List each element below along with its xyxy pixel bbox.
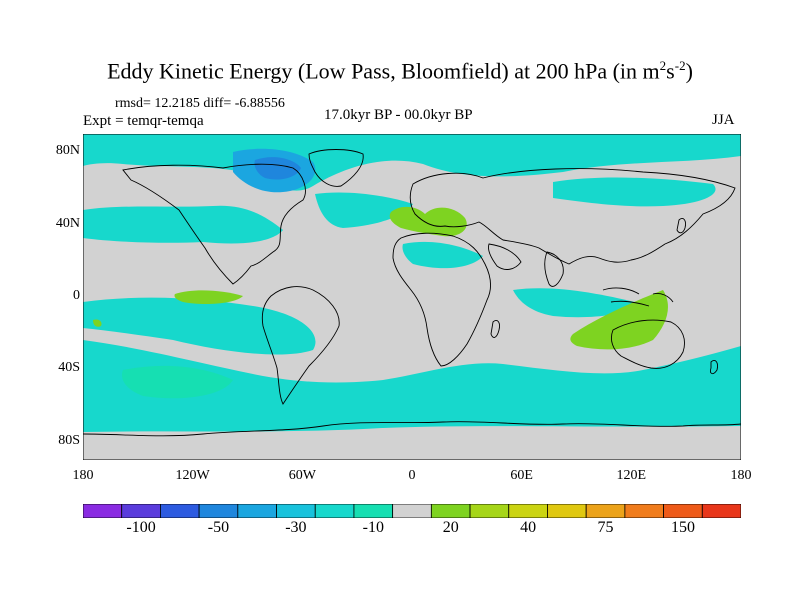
map-plot [83, 134, 741, 460]
colorbar-tick-label: 40 [520, 519, 537, 536]
plot-title: Eddy Kinetic Energy (Low Pass, Bloomfiel… [0, 58, 800, 84]
colorbar-swatch [353, 504, 394, 518]
lon-tick-label: 120E [616, 468, 647, 483]
lon-tick-label: 180 [72, 468, 94, 483]
coast-madagascar [490, 319, 500, 338]
stats-text: rmsd= 12.2185 diff= -6.88556 [115, 96, 285, 111]
title-sup-2: 2 [659, 58, 667, 73]
deep-blue-canada [254, 157, 301, 180]
cyan-north-pacific [83, 205, 283, 244]
coast-greenland [308, 149, 364, 187]
cyan-central-pacific [83, 297, 316, 355]
colorbar-tick-label: 75 [597, 519, 614, 536]
colorbar-tick-label: -30 [285, 519, 307, 536]
season-label: JJA [712, 112, 735, 128]
colorbar-swatch [198, 504, 239, 518]
coast-antarctica [83, 421, 741, 437]
green-small-pacific [93, 319, 102, 327]
green-mediterranean [389, 206, 467, 237]
coast-south-america [261, 286, 340, 405]
colorbar-tick-label: -10 [362, 519, 384, 536]
experiment-label: Expt = temqr-temqa [83, 113, 204, 129]
lat-tick-label: 80S [58, 432, 80, 448]
anomaly-shading [83, 134, 741, 460]
colorbar-swatch [663, 504, 703, 518]
coast-africa [392, 232, 492, 367]
title-close: ) [685, 58, 693, 84]
colorbar-tick-label: -50 [207, 519, 230, 536]
lat-tick-label: 40S [58, 360, 80, 376]
colorbar-swatch [585, 504, 626, 518]
cyan-arctic-band [83, 134, 741, 191]
title-s: s [666, 58, 675, 84]
period-label: 17.0kyr BP - 00.0kyr BP [324, 107, 473, 123]
colorbar-swatch [701, 504, 741, 518]
colorbar-tick-label: 20 [442, 519, 459, 536]
lat-tick-label: 40N [55, 215, 80, 231]
colorbar-swatch [314, 504, 355, 518]
coast-indonesia [602, 287, 674, 307]
colorbar-swatch [392, 504, 432, 518]
colorbar-swatch [276, 504, 316, 518]
cyan-indian-ocean [513, 288, 643, 318]
colorbar-swatch [121, 504, 161, 518]
green-equatorial-pacific [174, 290, 243, 304]
colorbar-swatch [83, 504, 123, 518]
colorbar-tick-label: -100 [126, 519, 156, 536]
coast-arabia [488, 243, 522, 270]
coast-north-america [122, 163, 306, 285]
coast-australia [610, 319, 685, 369]
cyan-tropical-atlantic [402, 241, 483, 269]
grey-antarctic [83, 426, 741, 460]
colorbar-swatch [547, 504, 587, 518]
colorbar-swatch [430, 504, 471, 518]
coast-eurasia [409, 168, 736, 265]
cyan-south-pacific-deep [121, 365, 233, 399]
lon-tick-label: 0 [408, 468, 416, 483]
cyan-southern-band [83, 340, 741, 447]
colorbar-swatch [469, 504, 510, 518]
cyan-north-atlantic [315, 192, 413, 228]
colorbar-swatch [508, 504, 548, 518]
colorbar-tick-label: 150 [670, 519, 695, 536]
coast-india [544, 251, 564, 287]
title-main: Eddy Kinetic Energy (Low Pass, Bloomfiel… [107, 58, 660, 84]
lon-tick-label: 120W [175, 468, 210, 483]
coast-new-zealand [710, 359, 718, 375]
lat-tick-label: 80N [55, 143, 80, 159]
coast-japan [676, 217, 686, 234]
lat-tick-label: 0 [73, 288, 80, 303]
title-sup-neg2: -2 [674, 58, 686, 73]
colorbar-swatch [237, 504, 277, 518]
colorbar-swatch [624, 504, 664, 518]
colorbar-swatch [160, 504, 200, 518]
lon-tick-label: 60E [510, 468, 533, 483]
lon-tick-label: 60W [288, 468, 316, 483]
lon-tick-label: 180 [730, 468, 752, 483]
colorbar [83, 504, 741, 518]
cyan-eurasia [553, 177, 716, 207]
coastlines [83, 149, 741, 437]
